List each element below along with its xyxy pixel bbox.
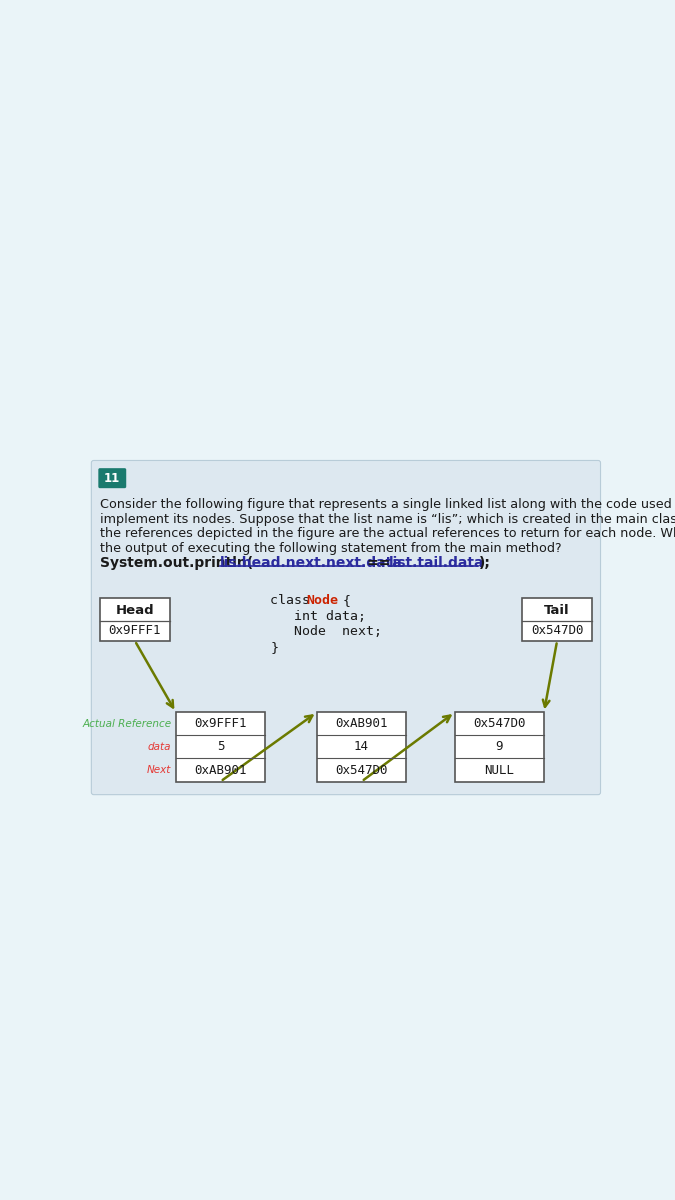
- FancyBboxPatch shape: [99, 468, 126, 488]
- FancyBboxPatch shape: [176, 713, 265, 781]
- Text: Node: Node: [306, 594, 338, 607]
- Text: 0xAB901: 0xAB901: [194, 763, 246, 776]
- Text: Next: Next: [146, 766, 171, 775]
- Text: 0x547D0: 0x547D0: [531, 624, 583, 637]
- FancyBboxPatch shape: [91, 461, 601, 794]
- Text: Node  next;: Node next;: [294, 625, 381, 638]
- Text: System.out.println(: System.out.println(: [100, 556, 253, 570]
- Text: data: data: [148, 742, 171, 752]
- Text: lis.head.next.next.data: lis.head.next.next.data: [220, 556, 403, 570]
- Text: 0x9FFF1: 0x9FFF1: [109, 624, 161, 637]
- FancyBboxPatch shape: [317, 713, 406, 781]
- Text: }: }: [271, 641, 278, 654]
- Text: Consider the following figure that represents a single linked list along with th: Consider the following figure that repre…: [100, 498, 675, 511]
- Text: NULL: NULL: [485, 763, 514, 776]
- Text: int data;: int data;: [294, 610, 366, 623]
- Text: class: class: [271, 594, 319, 607]
- Text: 0xAB901: 0xAB901: [335, 718, 387, 731]
- Text: the output of executing the following statement from the main method?: the output of executing the following st…: [100, 542, 562, 556]
- Text: 0x547D0: 0x547D0: [335, 763, 387, 776]
- FancyBboxPatch shape: [455, 713, 544, 781]
- Text: Head: Head: [115, 604, 154, 617]
- Text: 14: 14: [354, 740, 369, 754]
- Text: Actual Reference: Actual Reference: [82, 719, 171, 728]
- Text: {: {: [335, 594, 351, 607]
- FancyBboxPatch shape: [100, 599, 169, 641]
- Text: 0x547D0: 0x547D0: [473, 718, 526, 731]
- Text: Tail: Tail: [544, 604, 570, 617]
- Text: list.tail.data: list.tail.data: [389, 556, 485, 570]
- FancyBboxPatch shape: [522, 599, 592, 641]
- Text: the references depicted in the figure are the actual references to return for ea: the references depicted in the figure ar…: [100, 528, 675, 540]
- Text: );: );: [479, 556, 491, 570]
- Text: 5: 5: [217, 740, 224, 754]
- Text: ==: ==: [367, 556, 396, 570]
- Text: 11: 11: [104, 472, 120, 485]
- Text: 9: 9: [495, 740, 503, 754]
- Text: 0x9FFF1: 0x9FFF1: [194, 718, 246, 731]
- Text: implement its nodes. Suppose that the list name is “lis”; which is created in th: implement its nodes. Suppose that the li…: [100, 512, 675, 526]
